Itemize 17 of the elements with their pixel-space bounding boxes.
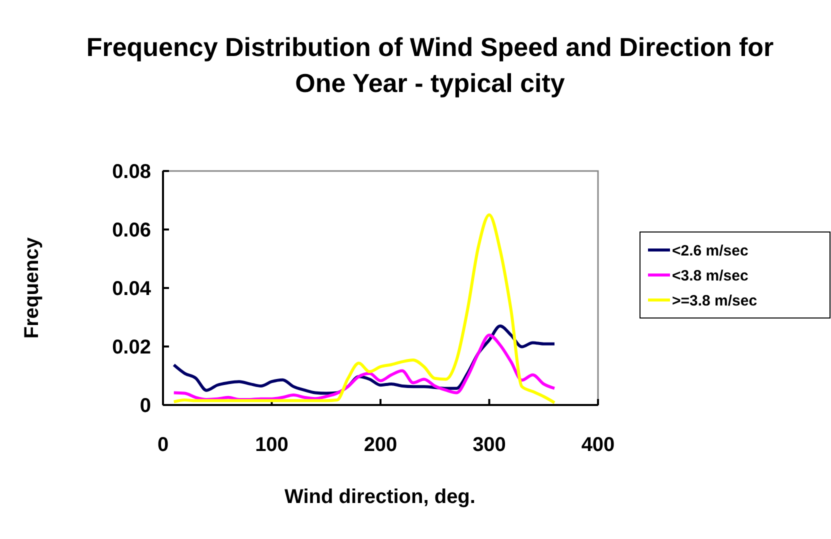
x-tick-label: 200 (364, 434, 398, 456)
legend-label: <3.8 m/sec (672, 267, 748, 284)
y-axis-title: Frequency (21, 236, 43, 339)
y-tick-label: 0.02 (112, 336, 151, 358)
y-tick-label: 0.08 (112, 161, 151, 183)
x-tick-label: 300 (472, 434, 506, 456)
line-series (172, 213, 556, 404)
y-tick-label: 0.04 (112, 278, 152, 300)
x-axis-title: Wind direction, deg. (284, 486, 476, 508)
legend-label: <2.6 m/sec (672, 242, 748, 260)
chart-title: Frequency Distribution of Wind Speed and Direction for One Year - typical city (86, 32, 774, 98)
x-tick-label: 0 (157, 434, 169, 456)
legend-label: >=3.8 m/sec (672, 292, 758, 310)
y-tick-label: 0 (140, 395, 151, 417)
x-tick-label: 400 (581, 434, 615, 456)
x-tick-label: 100 (255, 434, 288, 456)
y-tick-label: 0.06 (112, 220, 151, 242)
